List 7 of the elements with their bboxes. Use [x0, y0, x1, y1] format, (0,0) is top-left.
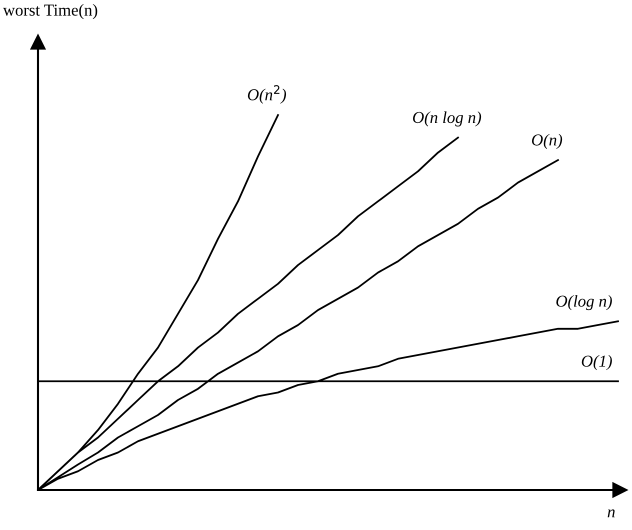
series-label: O(1) — [582, 355, 612, 370]
x-axis-title: n — [608, 509, 615, 518]
text: worst Time(n) — [3, 4, 98, 20]
series-label: O(log n) — [556, 295, 612, 310]
series-label: O(n log n) — [413, 111, 482, 126]
series-label: O(n$^{2}$) — [248, 85, 286, 104]
series-label: O(n) — [532, 134, 562, 149]
